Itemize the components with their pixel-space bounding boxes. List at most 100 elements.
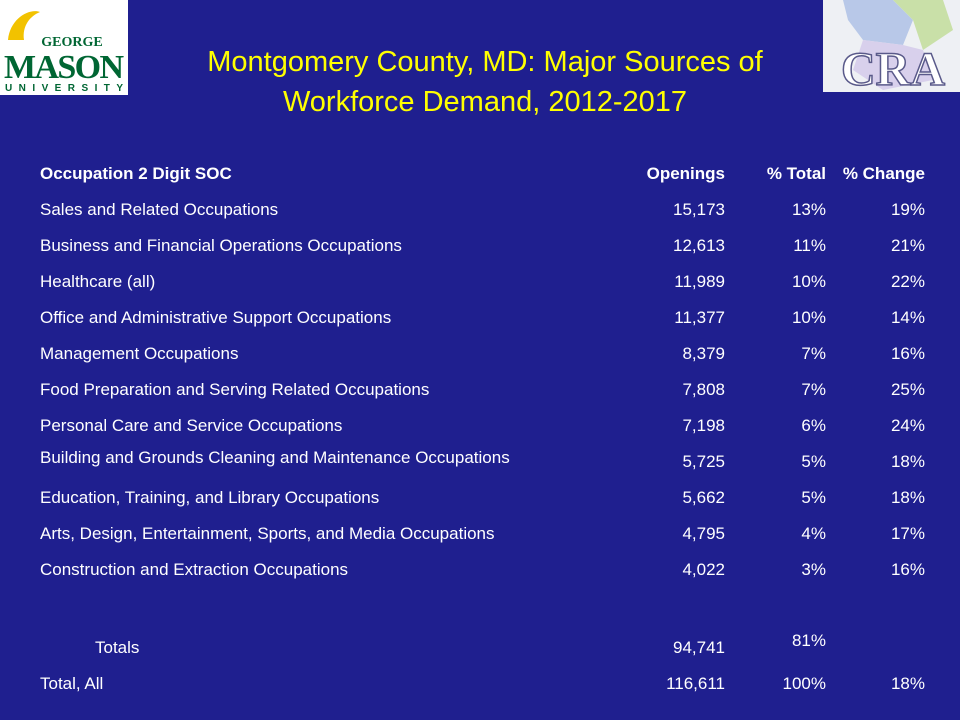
table-row: Personal Care and Service Occupations 7,1… — [40, 405, 925, 441]
cell-text: 19% — [890, 200, 925, 219]
cell-text: 81% — [791, 631, 826, 650]
cell-text: 116,611 — [666, 674, 725, 693]
table-row: Food Preparation and Serving Related Occ… — [40, 369, 925, 405]
map-shape — [853, 40, 933, 90]
table-cell: 11% — [725, 225, 826, 261]
cell-text: Building and Grounds Cleaning and Mainte… — [40, 448, 510, 467]
cell-text: 94,741 — [673, 638, 725, 657]
cell-text: 8,379 — [682, 344, 725, 363]
cell-text: 6% — [801, 416, 826, 435]
slide-title: Montgomery County, MD: Major Sources of … — [207, 46, 763, 118]
table-cell: 100% — [725, 663, 826, 699]
cell-text: 24% — [890, 416, 925, 435]
cell-text: Office and Administrative Support Occupa… — [40, 308, 392, 327]
map-shape — [893, 0, 953, 50]
table-cell: 5% — [725, 441, 826, 477]
table-cell: 17% — [826, 513, 925, 549]
cell-text: Healthcare (all) — [40, 272, 156, 291]
table-cell: Building and Grounds Cleaning and Mainte… — [40, 441, 630, 477]
cell-text: 11,377 — [674, 308, 725, 327]
table-cell: 116,611 — [630, 663, 725, 699]
table-cell: 21% — [826, 225, 925, 261]
table-cell: Food Preparation and Serving Related Occ… — [40, 369, 630, 405]
table-cell: Business and Financial Operations Occupa… — [40, 225, 630, 261]
table-cell: 7,808 — [630, 369, 725, 405]
table-cell: 7% — [725, 369, 826, 405]
cell-text: 4,795 — [682, 524, 725, 543]
cell-text: 5% — [801, 452, 826, 471]
table-cell: % Change — [826, 154, 925, 189]
cell-text: 7,198 — [682, 416, 725, 435]
spacer-cell — [40, 585, 925, 620]
logo-text: GEORGE — [41, 35, 102, 50]
table-cell: 4% — [725, 513, 826, 549]
table-cell: Education, Training, and Library Occupat… — [40, 477, 630, 513]
table-cell: Personal Care and Service Occupations — [40, 405, 630, 441]
cell-text: Personal Care and Service Occupations — [40, 416, 343, 435]
cell-text: 21% — [890, 236, 925, 255]
cell-text: % Change — [842, 164, 925, 183]
cell-text: Sales and Related Occupations — [40, 200, 279, 219]
table-cell: 18% — [826, 477, 925, 513]
table-cell: Construction and Extraction Occupations — [40, 549, 630, 585]
cell-text: Arts, Design, Entertainment, Sports, and… — [40, 524, 495, 543]
table-cell: 94,741 — [630, 620, 725, 663]
cell-text: Education, Training, and Library Occupat… — [40, 488, 380, 507]
cra-logo-art: CRA — [823, 0, 960, 97]
gmu-logo: GEORGE MASON UNIVERSITY — [0, 0, 128, 95]
cell-text: Totals — [95, 638, 140, 657]
cell-text: Construction and Extraction Occupations — [40, 560, 349, 579]
cell-text: 18% — [890, 674, 925, 693]
table-cell: Total, All — [40, 663, 630, 699]
table-cell: 14% — [826, 297, 925, 333]
table-row: Building and Grounds Cleaning and Mainte… — [40, 441, 925, 477]
table-cell: 3% — [725, 549, 826, 585]
cell-text: 7% — [801, 344, 826, 363]
cell-text: Total, All — [40, 674, 104, 693]
cell-text: 3% — [801, 560, 826, 579]
cell-text: 4,022 — [682, 560, 725, 579]
cell-text: Management Occupations — [40, 344, 239, 363]
cell-text: 25% — [890, 380, 925, 399]
table-cell — [826, 620, 925, 663]
cell-text: 10% — [791, 272, 826, 291]
table-cell: 22% — [826, 261, 925, 297]
table-cell: 19% — [826, 189, 925, 225]
table-cell: % Total — [725, 154, 826, 189]
spacer-row — [40, 585, 925, 620]
table-row: Sales and Related Occupations 15,173 13% 19… — [40, 189, 925, 225]
table-row: Business and Financial Operations Occupa… — [40, 225, 925, 261]
table-row: Office and Administrative Support Occupa… — [40, 297, 925, 333]
cell-text: 14% — [890, 308, 925, 327]
table-cell: 10% — [725, 297, 826, 333]
header-row: Occupation 2 Digit SOC Openings % Total % C… — [40, 154, 925, 189]
cell-text: 12,613 — [673, 236, 725, 255]
totals-row: Total, All 116,611 100% 18% — [40, 663, 925, 699]
table-cell: 15,173 — [630, 189, 725, 225]
cell-text: 7,808 — [682, 380, 725, 399]
map-shape — [843, 0, 913, 45]
cell-text: 16% — [890, 344, 925, 363]
table-cell: 8,379 — [630, 333, 725, 369]
cell-text: 18% — [890, 452, 925, 471]
table-cell: 5,662 — [630, 477, 725, 513]
cell-text: 11,989 — [674, 272, 725, 291]
table-cell: 18% — [826, 441, 925, 477]
cell-text: 15,173 — [673, 200, 725, 219]
totals-row: Totals 94,741 81% — [40, 620, 925, 663]
table-row: Arts, Design, Entertainment, Sports, and… — [40, 513, 925, 549]
cell-text: 5,725 — [682, 452, 725, 471]
table-cell: 25% — [826, 369, 925, 405]
table-row: Healthcare (all) 11,989 10% 22% — [40, 261, 925, 297]
cell-text: Business and Financial Operations Occupa… — [40, 236, 402, 255]
table-cell: 7% — [725, 333, 826, 369]
table-cell: 24% — [826, 405, 925, 441]
cell-text: % Total — [766, 164, 826, 183]
table-row: Education, Training, and Library Occupat… — [40, 477, 925, 513]
cell-text: 17% — [890, 524, 925, 543]
table-cell: 81% — [725, 620, 826, 663]
table-cell: 7,198 — [630, 405, 725, 441]
table-cell: 13% — [725, 189, 826, 225]
cell-text: 10% — [791, 308, 826, 327]
